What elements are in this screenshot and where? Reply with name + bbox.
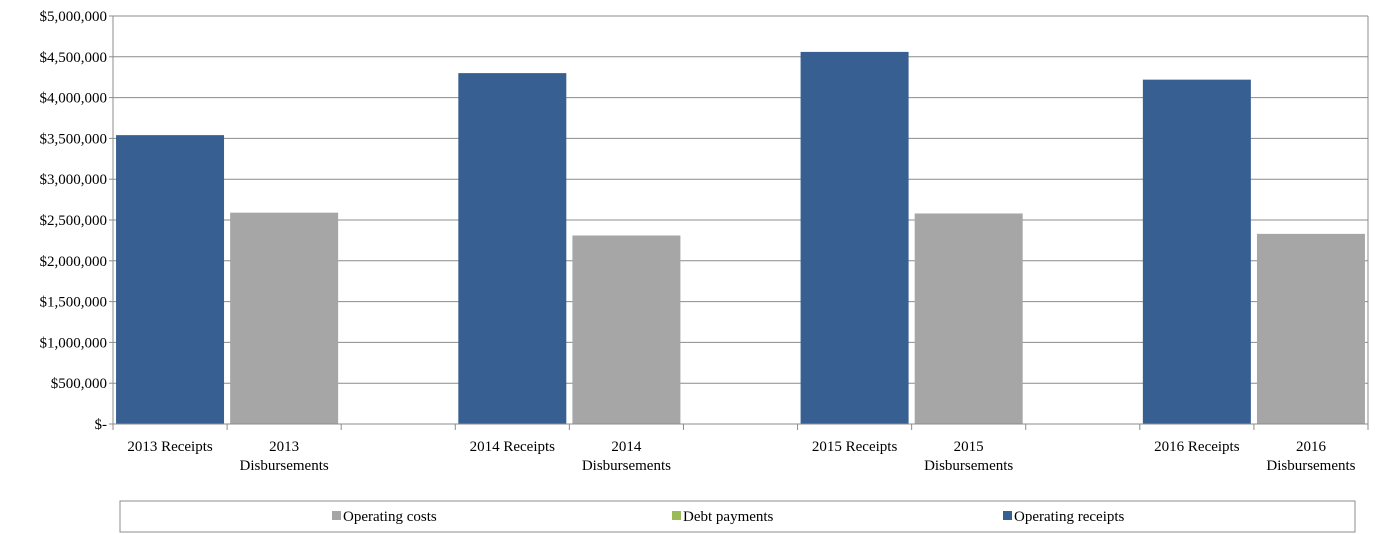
y-tick-label: $3,500,000	[40, 131, 108, 147]
legend: Operating costs Debt payments Operating re…	[119, 500, 1356, 533]
x-tick-label: 2015 Receipts	[812, 439, 898, 455]
bar-operating-receipts	[1142, 79, 1251, 424]
x-tick-label: Disbursements	[582, 458, 671, 474]
x-tick-label: 2013 Receipts	[127, 439, 213, 455]
legend-swatch	[672, 511, 681, 520]
x-tick-label: 2016 Receipts	[1154, 439, 1240, 455]
x-tick-label: 2014 Receipts	[470, 439, 556, 455]
y-tick-label: $2,000,000	[40, 254, 108, 270]
x-tick-label: 2016	[1296, 439, 1327, 455]
bar-operating-costs	[230, 212, 339, 424]
y-tick-label: $-	[95, 417, 108, 433]
bar-operating-receipts	[458, 73, 567, 425]
y-axis-tick-labels: $- $500,000 $1,000,000 $1,500,000 $2,000,000…	[40, 9, 108, 433]
x-axis-tick-labels: 2013 Receipts 2013 Disbursements 2014 Recei…	[127, 439, 1355, 474]
x-tick-label: 2015	[954, 439, 984, 455]
bar-operating-costs	[572, 235, 681, 424]
bar-operating-receipts	[800, 51, 909, 425]
bar-operating-costs	[1256, 233, 1365, 424]
legend-label: Operating costs	[343, 509, 437, 525]
x-tick-label: 2013	[269, 439, 299, 455]
legend-box	[119, 500, 1356, 533]
bars	[116, 51, 1365, 425]
bar-operating-receipts	[116, 135, 225, 425]
x-tick-label: Disbursements	[924, 458, 1013, 474]
x-tick-label: Disbursements	[1266, 458, 1355, 474]
legend-label: Debt payments	[683, 509, 774, 525]
bar-operating-costs	[914, 213, 1023, 424]
legend-swatch	[332, 511, 341, 520]
y-tick-label: $5,000,000	[40, 9, 108, 25]
legend-swatch	[1003, 511, 1012, 520]
y-tick-label: $3,000,000	[40, 172, 108, 188]
y-tick-label: $4,000,000	[40, 91, 108, 107]
y-tick-label: $500,000	[51, 376, 107, 392]
y-tick-label: $4,500,000	[40, 50, 108, 66]
x-tick-label: Disbursements	[240, 458, 329, 474]
axes	[109, 15, 1369, 430]
x-tick-label: 2014	[611, 439, 642, 455]
y-tick-label: $2,500,000	[40, 213, 108, 229]
y-tick-label: $1,000,000	[40, 335, 108, 351]
y-tick-label: $1,500,000	[40, 295, 108, 311]
legend-label: Operating receipts	[1014, 509, 1125, 525]
